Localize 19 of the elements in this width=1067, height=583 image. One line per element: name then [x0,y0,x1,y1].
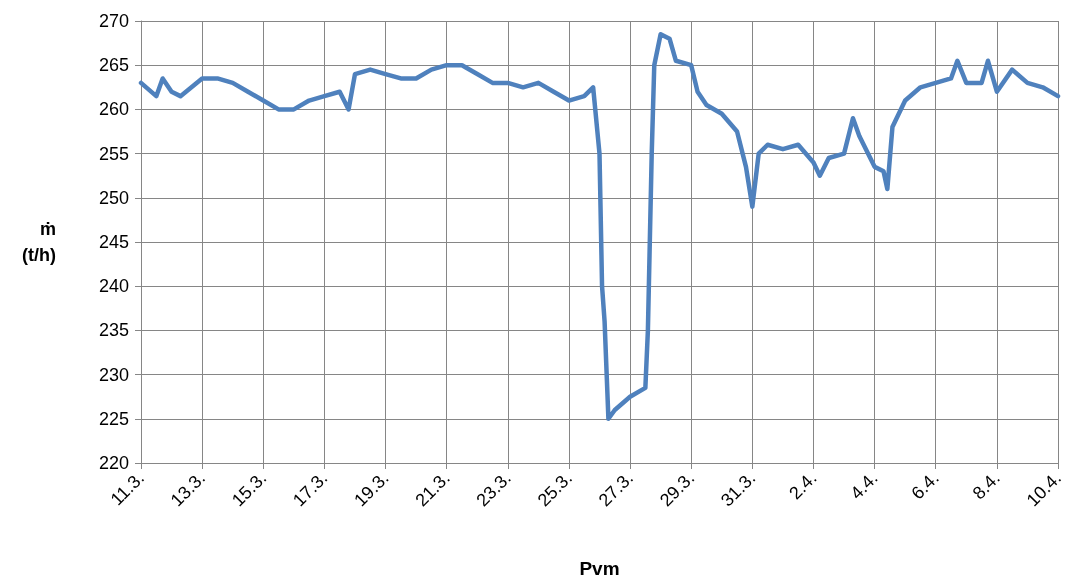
y-tick-label: 220 [98,453,129,473]
x-tick-label: 6.4. [907,467,943,504]
x-tick-label: 2.4. [785,467,821,504]
y-tick-label: 225 [98,408,129,429]
y-tick-label: 240 [98,276,129,297]
x-tick-label: 13.3. [166,467,210,511]
y-tick-label: 270 [98,11,129,31]
y-tick-label: 230 [98,364,129,385]
y-tick-label: 260 [98,99,129,120]
y-tick-label: 250 [98,187,129,208]
y-axis-title: ṁ (t/h) [22,219,56,265]
y-tick-label: 265 [98,55,129,76]
y-tick-label: 245 [98,232,129,252]
x-tick-label: 4.4. [846,467,882,504]
x-tick-label: 31.3. [716,467,760,511]
y-tick-label: 255 [98,143,129,164]
x-tick-label: 8.4. [968,467,1004,504]
y-tick-label: 235 [98,320,129,341]
x-axis-title: Pvm [579,558,620,579]
